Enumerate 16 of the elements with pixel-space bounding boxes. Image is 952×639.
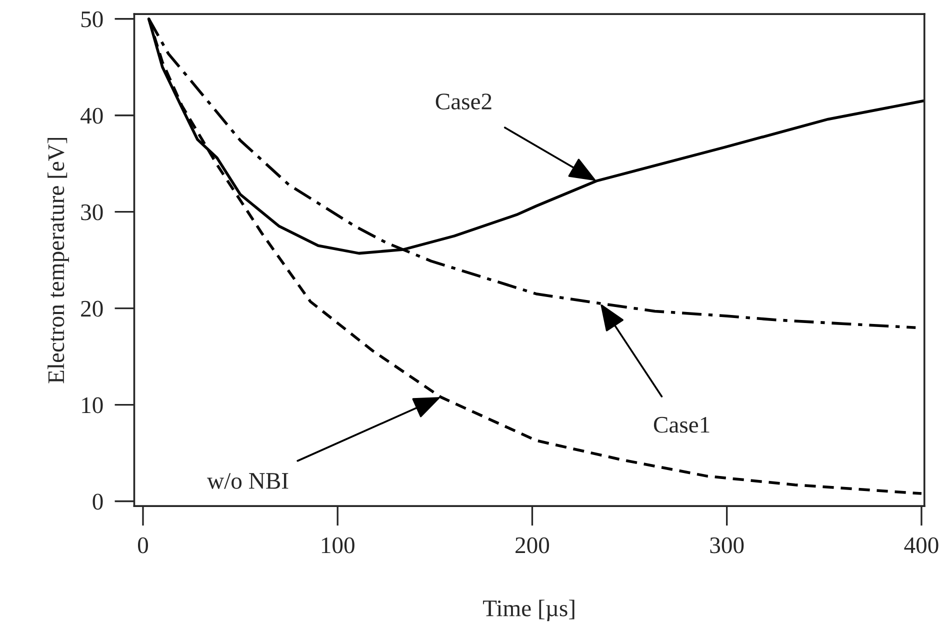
x-tick-label: 300	[710, 537, 744, 554]
y-tick-label: 50	[81, 11, 103, 28]
y-tick-label: 40	[80, 108, 103, 124]
y-tick-label: 0	[92, 494, 103, 510]
x-tick-label: 200	[516, 537, 550, 554]
y-axis-title: Electron temperature [eV]	[48, 138, 69, 384]
y-tick-label: 10	[82, 397, 103, 414]
x-tick-label: 0	[138, 537, 148, 554]
annotation: Case1	[654, 416, 710, 433]
y-tick-label: 30	[81, 204, 103, 220]
annotation: w/o NBI	[207, 473, 288, 489]
x-axis-title: Time [µs]	[483, 600, 574, 622]
x-tick-label: 400	[904, 537, 938, 554]
y-tick-label: 20	[81, 300, 103, 317]
annotation: Case2	[436, 94, 492, 110]
x-tick-label: 100	[322, 537, 354, 554]
